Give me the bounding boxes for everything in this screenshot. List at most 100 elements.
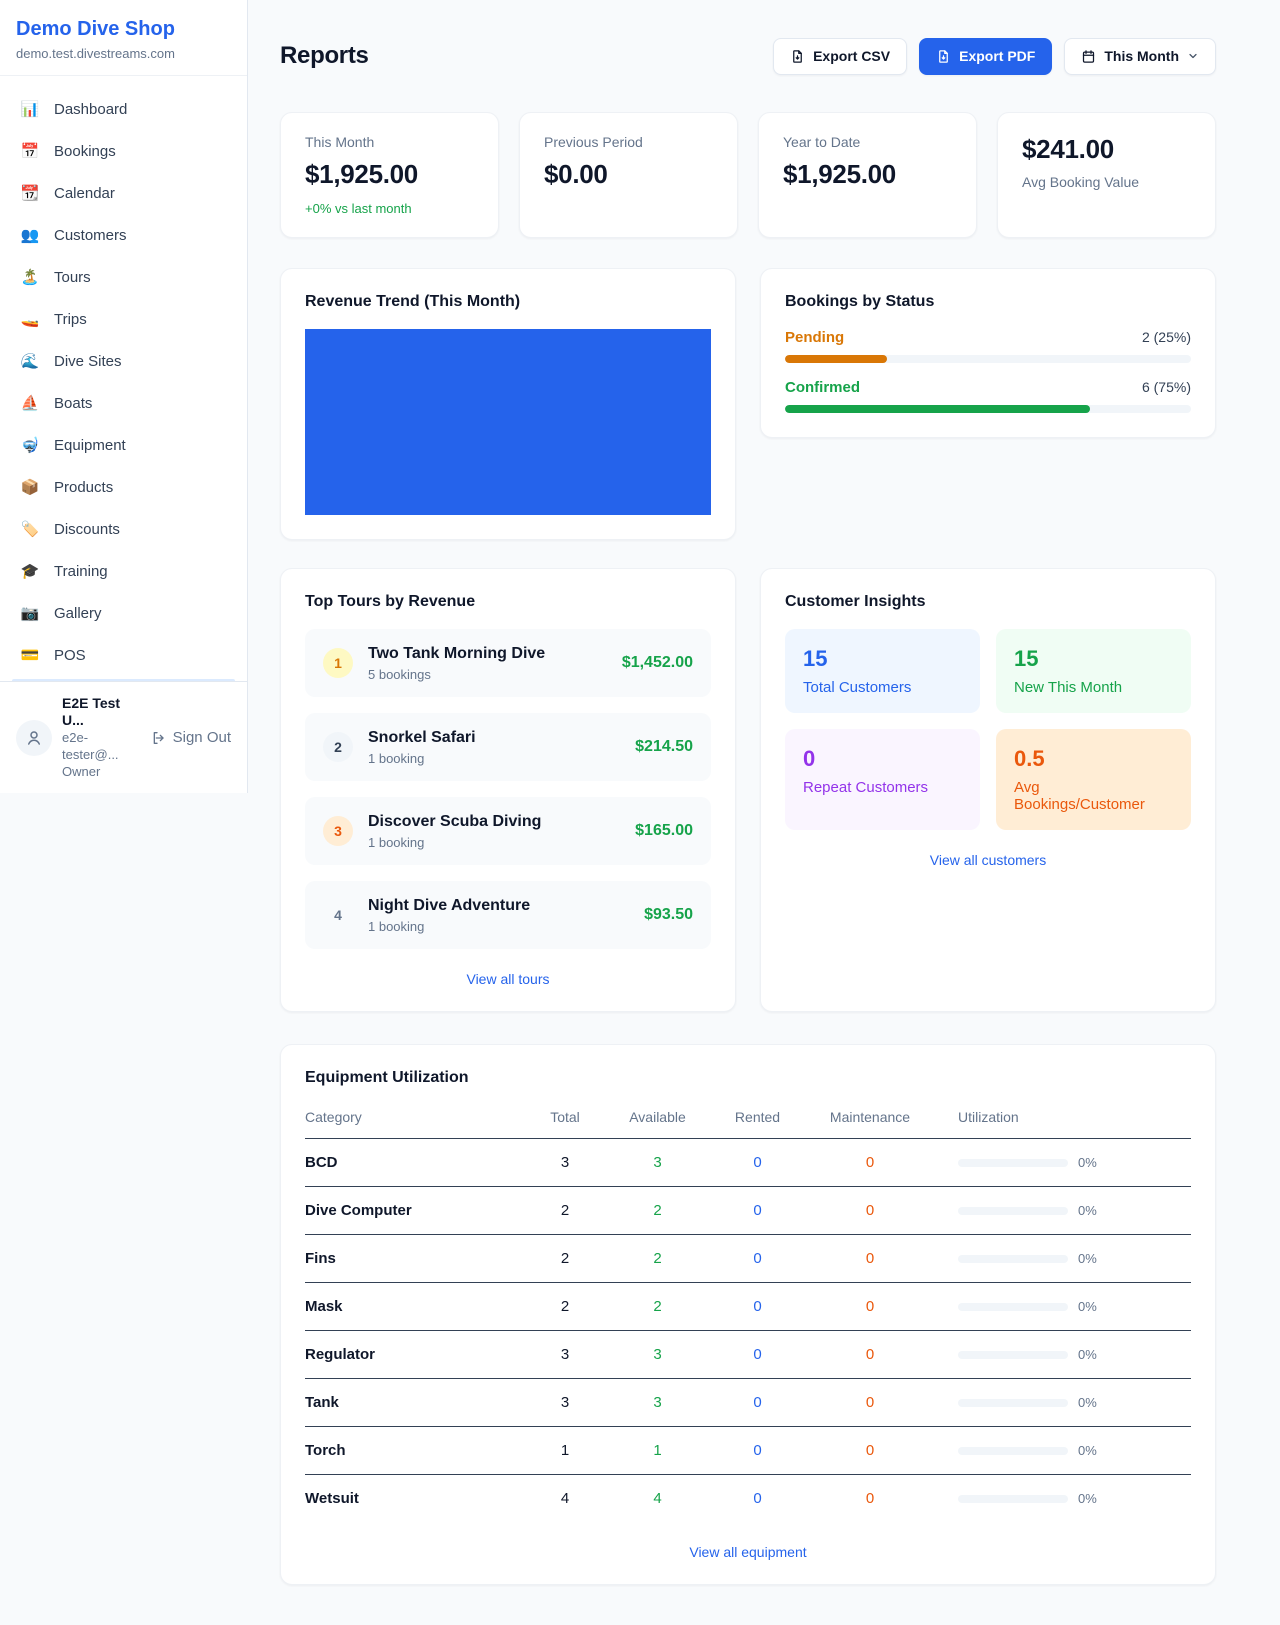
sidebar-item-dashboard[interactable]: 📊 Dashboard <box>8 89 239 131</box>
utilization-cell: 0% <box>958 1203 1191 1218</box>
utilization-percent: 0% <box>1078 1347 1097 1363</box>
insight-label: Avg Bookings/Customer <box>1014 779 1145 814</box>
sidebar-item-calendar[interactable]: 📆 Calendar <box>8 173 239 215</box>
user-email: e2e-tester@... <box>62 730 119 762</box>
insight-value: 15 <box>1014 646 1039 672</box>
user-name: E2E Test U... <box>62 695 121 728</box>
cell-category: Wetsuit <box>305 1490 359 1508</box>
export-pdf-button[interactable]: Export PDF <box>919 37 1053 75</box>
rank-badge: 4 <box>334 907 342 924</box>
top-tours-panel: Top Tours by Revenue 1 Two Tank Morning … <box>280 568 736 1013</box>
view-all-customers-link[interactable]: View all customers <box>929 852 1047 869</box>
sidebar-item-customers[interactable]: 👥 Customers <box>8 215 239 257</box>
cell-total: 3 <box>560 1346 570 1364</box>
status-label: Pending <box>785 329 845 347</box>
sign-out-button[interactable]: Sign Out <box>151 729 231 746</box>
bookings-by-status-panel: Bookings by Status Pending 2 (25%) Confi… <box>760 268 1216 439</box>
credit-card-icon: 💳 <box>20 647 40 664</box>
insight-label: Repeat Customers <box>803 779 929 797</box>
sidebar-item-label: Dive Sites <box>54 353 122 370</box>
sidebar-item-dive-sites[interactable]: 🌊 Dive Sites <box>8 341 239 383</box>
utilization-bar <box>958 1350 1068 1359</box>
cell-maintenance: 0 <box>865 1154 875 1172</box>
cell-maintenance: 0 <box>865 1298 875 1316</box>
cell-available: 3 <box>653 1346 662 1364</box>
status-label: Confirmed <box>785 379 860 397</box>
status-bar-track <box>785 355 1191 364</box>
insight-value: 15 <box>803 646 828 672</box>
graduation-cap-icon: 🎓 <box>20 563 40 580</box>
stat-label: Year to Date <box>783 134 861 151</box>
cell-category: Tank <box>305 1394 339 1412</box>
view-all-equipment-link[interactable]: View all equipment <box>689 1544 807 1561</box>
status-row: Pending 2 (25%) <box>785 329 1191 364</box>
sidebar-item-trips[interactable]: 🚤 Trips <box>8 299 239 341</box>
revenue-trend-title: Revenue Trend (This Month) <box>305 293 521 311</box>
sidebar-item-tours[interactable]: 🏝️ Tours <box>8 257 239 299</box>
sidebar-item-products[interactable]: 📦 Products <box>8 467 239 509</box>
utilization-cell: 0% <box>958 1347 1191 1362</box>
sidebar-item-pos[interactable]: 💳 POS <box>8 635 239 677</box>
utilization-bar <box>958 1398 1068 1407</box>
insight-value: 0.5 <box>1014 746 1045 772</box>
cell-maintenance: 0 <box>865 1202 875 1220</box>
sidebar-item-label: Tours <box>54 269 91 286</box>
tag-icon: 🏷️ <box>20 521 40 538</box>
column-header-category: Category <box>305 1109 362 1126</box>
period-dropdown[interactable]: This Month <box>1064 37 1216 75</box>
table-row: Mask 2 2 0 0 0% <box>305 1283 1191 1332</box>
sidebar-item-boats[interactable]: ⛵ Boats <box>8 383 239 425</box>
page-title: Reports <box>280 42 369 70</box>
stat-value: $0.00 <box>544 159 608 190</box>
sidebar-item-bookings[interactable]: 📅 Bookings <box>8 131 239 173</box>
cell-category: Mask <box>305 1298 343 1316</box>
sidebar-item-label: Training <box>54 563 108 580</box>
sidebar-item-equipment[interactable]: 🤿 Equipment <box>8 425 239 467</box>
table-row: Wetsuit 4 4 0 0 0% <box>305 1475 1191 1522</box>
tour-row[interactable]: 3 Discover Scuba Diving 1 booking $165.0… <box>305 797 711 866</box>
status-row: Confirmed 6 (75%) <box>785 379 1191 414</box>
package-icon: 📦 <box>20 479 40 496</box>
cell-rented: 0 <box>753 1298 762 1316</box>
cell-maintenance: 0 <box>865 1490 875 1508</box>
tour-bookings: 1 booking <box>368 919 425 935</box>
sidebar-item-gallery[interactable]: 📷 Gallery <box>8 593 239 635</box>
cell-available: 2 <box>653 1298 662 1316</box>
table-row: BCD 3 3 0 0 0% <box>305 1139 1191 1188</box>
export-csv-button[interactable]: Export CSV <box>773 37 908 75</box>
sidebar-item-label: Gallery <box>54 605 102 622</box>
sidebar-item-label: Equipment <box>54 437 126 454</box>
tour-row[interactable]: 1 Two Tank Morning Dive 5 bookings $1,45… <box>305 629 711 698</box>
cell-maintenance: 0 <box>865 1346 875 1364</box>
tour-name: Snorkel Safari <box>368 729 476 747</box>
main-content: Reports Export CSV Export PDF This Month… <box>248 0 1280 1625</box>
cell-total: 2 <box>560 1202 570 1220</box>
tour-row[interactable]: 4 Night Dive Adventure 1 booking $93.50 <box>305 881 711 950</box>
rank-badge: 3 <box>323 816 353 847</box>
sidebar-item-reports-partial[interactable] <box>12 679 235 681</box>
cell-category: BCD <box>305 1154 338 1172</box>
sidebar-item-training[interactable]: 🎓 Training <box>8 551 239 593</box>
sailboat-icon: ⛵ <box>20 395 40 412</box>
utilization-percent: 0% <box>1078 1395 1097 1411</box>
insight-box: 15 Total Customers <box>785 629 980 714</box>
island-icon: 🏝️ <box>20 269 40 286</box>
customer-insights-title: Customer Insights <box>785 593 926 611</box>
user-info: E2E Test U... e2e-tester@... Owner <box>62 695 141 780</box>
cell-maintenance: 0 <box>865 1394 875 1412</box>
column-header-utilization: Utilization <box>958 1109 1019 1126</box>
cell-rented: 0 <box>753 1346 762 1364</box>
tour-name: Night Dive Adventure <box>368 897 531 915</box>
cell-category: Dive Computer <box>305 1202 412 1220</box>
cell-category: Regulator <box>305 1346 376 1364</box>
view-all-tours-link[interactable]: View all tours <box>466 971 550 988</box>
speedboat-icon: 🚤 <box>20 311 40 328</box>
sidebar-item-discounts[interactable]: 🏷️ Discounts <box>8 509 239 551</box>
stat-value: $1,925.00 <box>305 159 418 190</box>
tour-bookings: 1 booking <box>368 751 425 767</box>
column-header-rented: Rented <box>734 1109 781 1126</box>
status-count: 6 (75%) <box>1141 379 1191 396</box>
tour-row[interactable]: 2 Snorkel Safari 1 booking $214.50 <box>305 713 711 782</box>
utilization-cell: 0% <box>958 1251 1191 1266</box>
rank-badge: 2 <box>323 732 353 763</box>
